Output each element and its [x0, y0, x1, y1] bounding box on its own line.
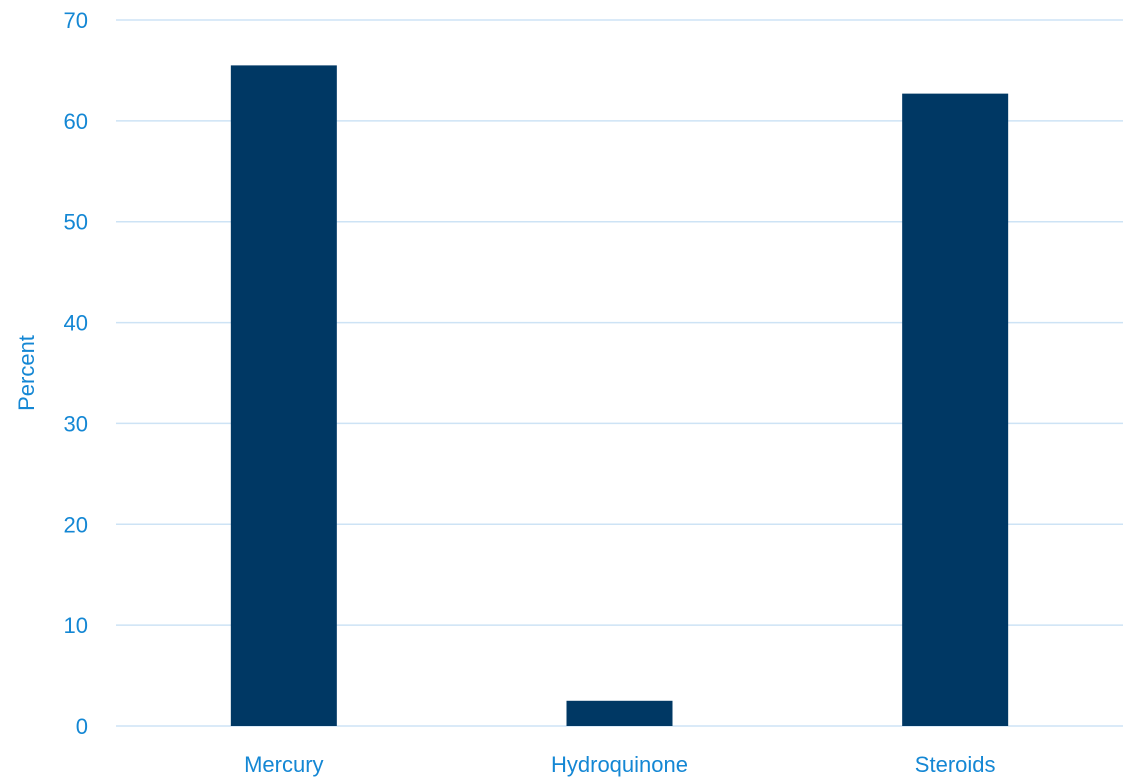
y-tick-label: 20: [64, 512, 88, 537]
x-axis-tick-labels: Mercury Hydroquinone Steroids: [244, 752, 995, 777]
y-axis-tick-labels: 0 10 20 30 40 50 60 70: [64, 8, 88, 739]
x-tick-label-steroids: Steroids: [915, 752, 996, 777]
y-tick-label: 10: [64, 613, 88, 638]
bars: [230, 65, 1009, 726]
bar-hydroquinone: [566, 700, 673, 726]
y-tick-label: 30: [64, 411, 88, 436]
y-axis-title: Percent: [14, 335, 39, 411]
x-tick-label-hydroquinone: Hydroquinone: [551, 752, 688, 777]
x-tick-label-mercury: Mercury: [244, 752, 323, 777]
y-tick-label: 40: [64, 311, 88, 336]
y-tick-label: 70: [64, 8, 88, 33]
y-tick-label: 50: [64, 210, 88, 235]
bar-mercury: [230, 65, 337, 726]
bar-steroids: [902, 93, 1009, 726]
y-tick-label: 0: [76, 714, 88, 739]
y-tick-label: 60: [64, 109, 88, 134]
